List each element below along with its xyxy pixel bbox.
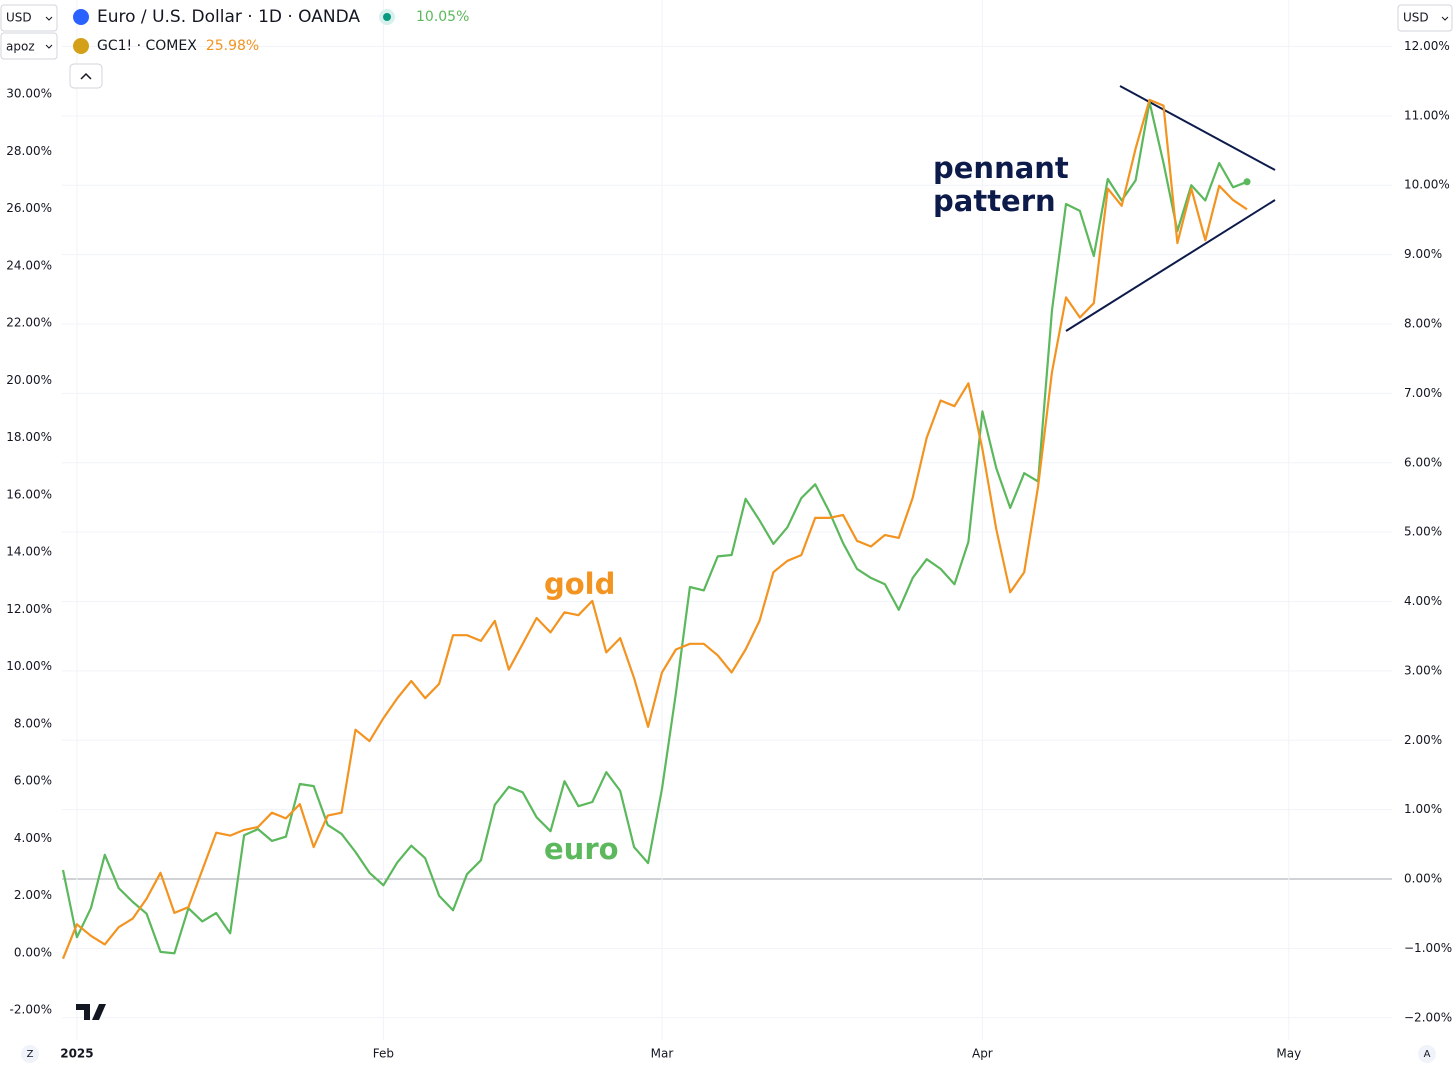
y2-tick-label: 11.00% [1404, 108, 1450, 122]
corner-label[interactable]: A [1424, 1049, 1431, 1060]
y2-tick-label: 8.00% [1404, 317, 1442, 331]
chevron-up [80, 72, 92, 80]
y2-tick-label: 10.00% [1404, 178, 1450, 192]
y-tick-label: 16.00% [6, 487, 52, 501]
y-tick-label: 24.00% [6, 258, 52, 272]
euro-icon [73, 9, 89, 25]
pennant-upper-line [1119, 85, 1276, 171]
y2-tick-label: 7.00% [1404, 386, 1442, 400]
y2-tick-label: −1.00% [1404, 941, 1452, 955]
y2-tick-label: 1.00% [1404, 802, 1442, 816]
y2-tick-label: 3.00% [1404, 663, 1442, 677]
chevron [45, 44, 53, 49]
y-tick-label: 14.00% [6, 545, 52, 559]
legend-name: GC1! · COMEX [97, 38, 197, 54]
y-tick-label: 6.00% [14, 774, 52, 788]
annotation: gold [544, 567, 616, 601]
chevron [1441, 16, 1449, 21]
y-tick-label: 26.00% [6, 201, 52, 215]
y-tick-label: 18.00% [6, 430, 52, 444]
tv-logo [76, 1004, 106, 1020]
y-tick-label: 4.00% [14, 831, 52, 845]
y2-tick-label: 12.00% [1404, 39, 1450, 53]
corner-label[interactable]: Z [27, 1049, 34, 1060]
y2-tick-label: 0.00% [1404, 872, 1442, 886]
y2-tick-label: 2.00% [1404, 733, 1442, 747]
y-tick-label: 2.00% [14, 888, 52, 902]
x-tick-label: May [1276, 1047, 1301, 1061]
x-tick-label: Mar [651, 1047, 674, 1061]
scale-label[interactable]: apoz [6, 40, 35, 54]
y2-tick-label: 6.00% [1404, 455, 1442, 469]
x-tick-label: Feb [373, 1047, 394, 1061]
currency-label[interactable]: USD [1403, 11, 1429, 25]
annotation: euro [544, 832, 619, 866]
x-tick-label: Apr [972, 1047, 993, 1061]
last-point [1243, 178, 1251, 186]
collapse-button[interactable] [69, 63, 103, 89]
y-tick-label: -2.00% [10, 1003, 52, 1017]
legend-value: 10.05% [416, 9, 469, 25]
corner-button[interactable] [21, 1045, 39, 1063]
y-tick-label: 12.00% [6, 602, 52, 616]
corner-button[interactable] [1418, 1045, 1436, 1063]
y-tick-label: 8.00% [14, 716, 52, 730]
y-tick-label: 28.00% [6, 144, 52, 158]
marks [61, 98, 1251, 960]
y2-tick-label: 4.00% [1404, 594, 1442, 608]
scale-button[interactable] [0, 32, 58, 60]
currency-label[interactable]: USD [6, 11, 32, 25]
pennant-lower-line [1065, 199, 1276, 332]
y2-tick-label: 5.00% [1404, 525, 1442, 539]
y-tick-label: 22.00% [6, 316, 52, 330]
y2-tick-label: 9.00% [1404, 247, 1442, 261]
chevron [45, 16, 53, 21]
x-tick-label: 2025 [60, 1047, 93, 1061]
grid [62, 0, 1392, 1040]
y-tick-label: 30.00% [6, 87, 52, 101]
series-line [61, 100, 1248, 955]
y2-tick-label: −2.00% [1404, 1010, 1452, 1024]
y-tick-label: 10.00% [6, 659, 52, 673]
currency-button[interactable] [1397, 4, 1453, 32]
y-tick-label: 0.00% [14, 945, 52, 959]
currency-button[interactable] [0, 4, 58, 32]
status-dot [383, 13, 391, 21]
series-line [61, 98, 1248, 960]
annotation: pennant pattern [933, 151, 1069, 218]
legend-value: 25.98% [206, 38, 259, 54]
legend-name: Euro / U.S. Dollar · 1D · OANDA [97, 7, 360, 27]
gold-icon [73, 38, 89, 54]
y-tick-label: 20.00% [6, 373, 52, 387]
